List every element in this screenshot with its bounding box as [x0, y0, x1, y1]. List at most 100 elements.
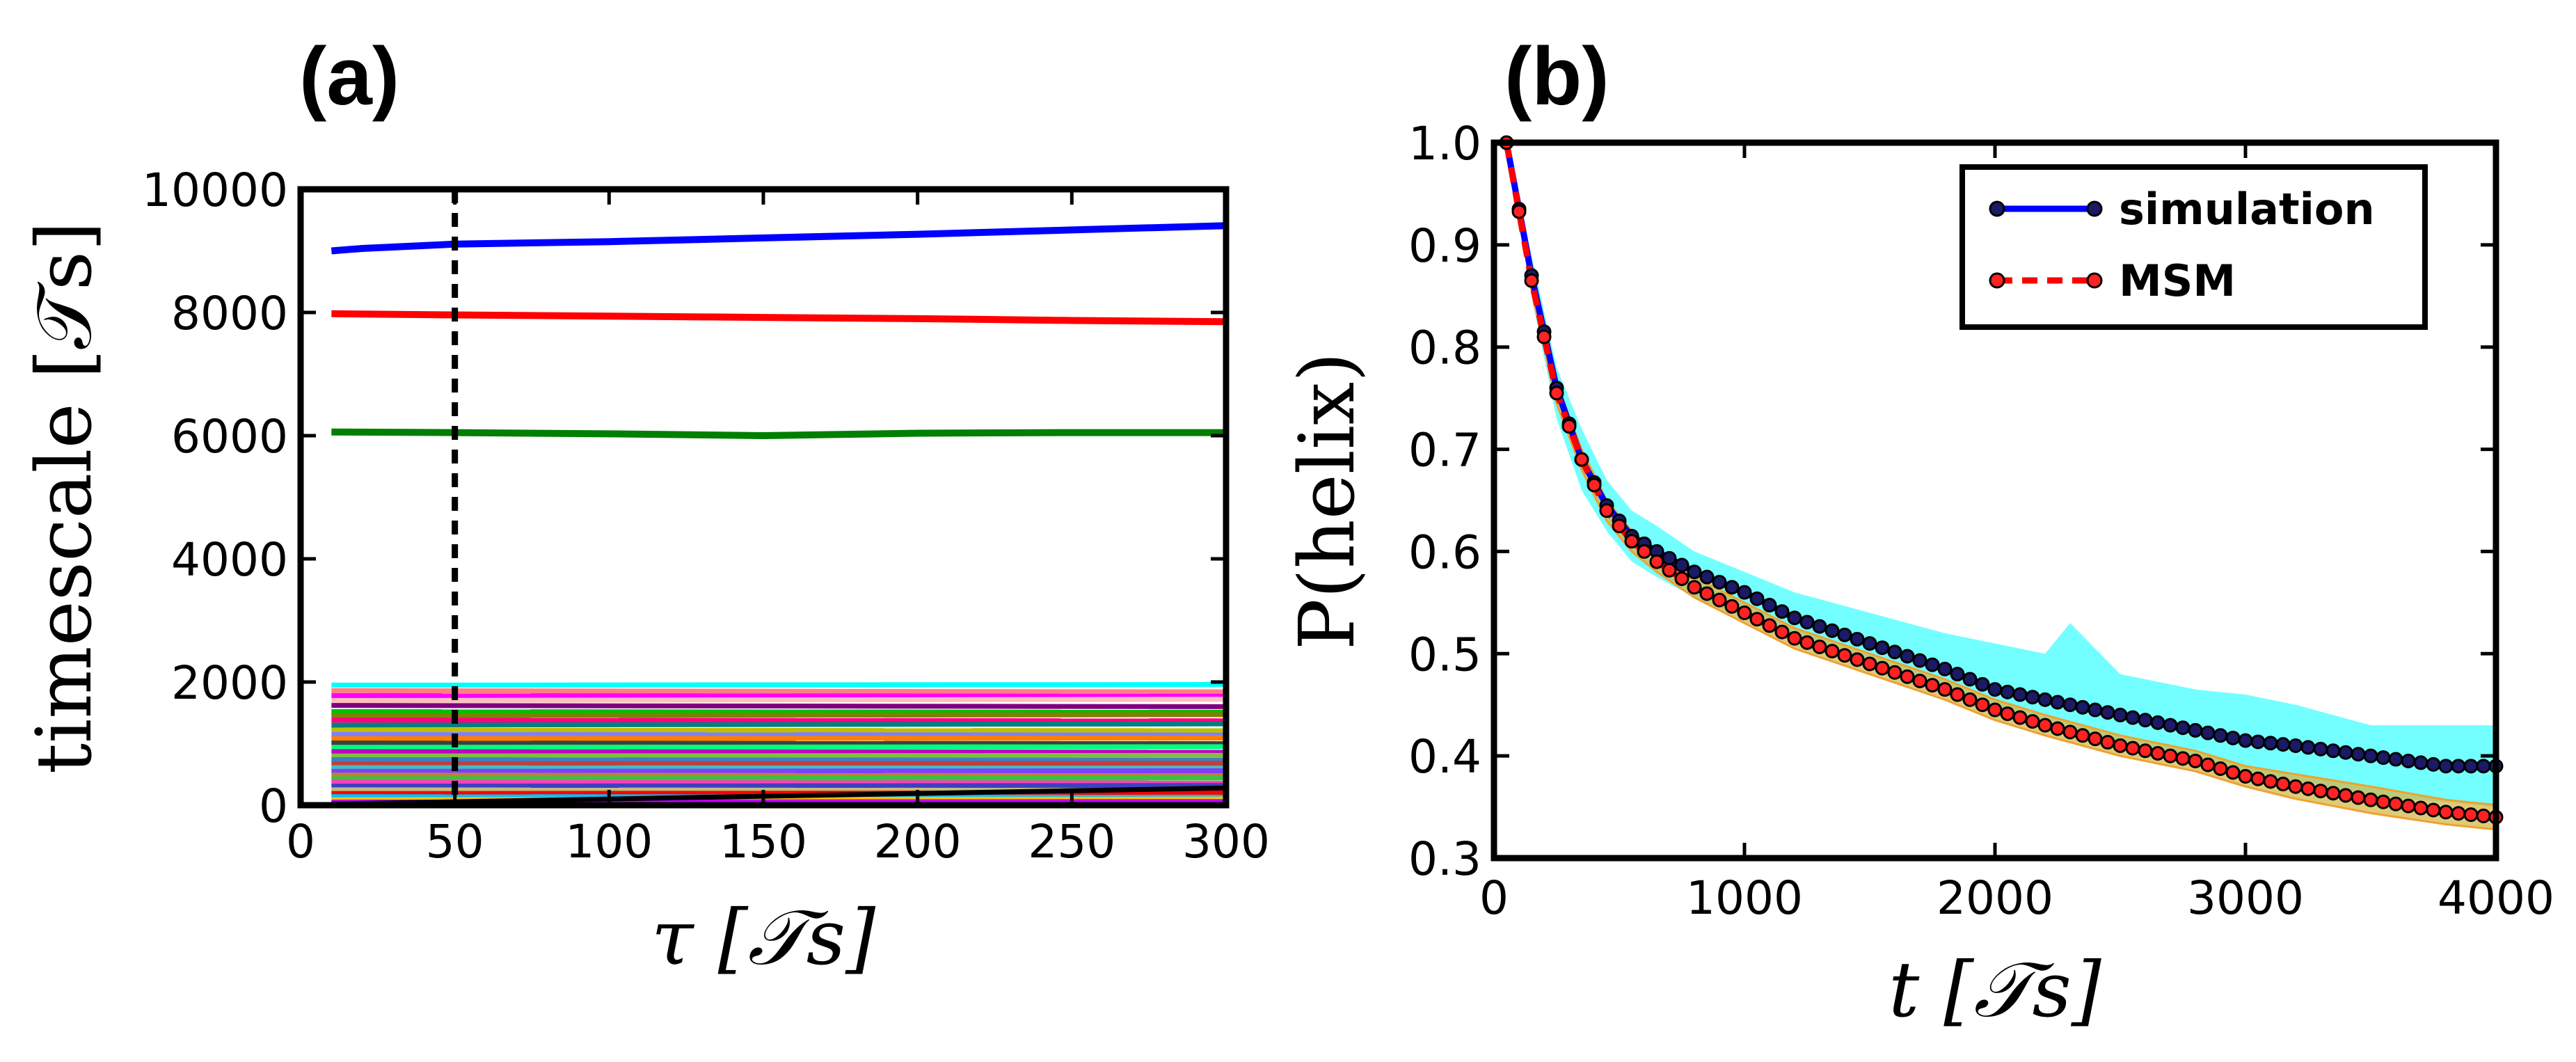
panel-b-msm-marker: [2075, 728, 2090, 743]
panel-b-msm-marker: [1724, 599, 1740, 614]
panel-a-x-tick-label: 50: [426, 815, 484, 869]
panel-b-y-tick-label: 0.4: [1408, 730, 1481, 784]
panel-a-fast-timescale-line: [331, 727, 1227, 734]
panel-b-simulation-marker: [2325, 743, 2341, 759]
panel-b-simulation-marker: [2100, 705, 2115, 720]
panel-b-msm-marker: [1699, 586, 1715, 601]
panel-a-fast-timescale-line: [331, 712, 1227, 719]
panel-b-simulation-marker: [2175, 720, 2191, 736]
panel-b-simulation-marker: [1799, 615, 1815, 630]
panel-b-msm-marker: [1649, 554, 1664, 569]
panel-b-simulation-marker: [2138, 713, 2153, 728]
panel-b-msm-marker: [1799, 635, 1815, 650]
panel-b-simulation-marker: [1925, 657, 1940, 672]
panel-b-msm-marker: [2463, 807, 2479, 823]
panel-b-msm-marker: [1587, 477, 1602, 493]
panel-b-msm-marker: [1987, 702, 2003, 718]
panel-b-simulation-marker: [2438, 759, 2454, 774]
panel-b-msm-marker: [2451, 806, 2466, 821]
panel-b-msm-marker: [1787, 631, 1802, 646]
panel-a-y-tick-label: 0: [259, 779, 288, 833]
panel-b-msm-marker: [2225, 765, 2241, 780]
panel-b-simulation-marker: [2037, 692, 2053, 707]
panel-b-y-tick-label: 0.8: [1408, 322, 1481, 375]
panel-b-simulation-marker: [1812, 619, 1827, 634]
panel-b-msm-marker: [2300, 781, 2316, 796]
panel-b-msm-marker: [2325, 786, 2341, 801]
panel-b-msm-marker: [1962, 692, 1978, 707]
panel-b-simulation-marker: [1737, 585, 1752, 600]
panel-a-fast-timescale-line: [331, 772, 1227, 779]
panel-b-simulation-marker: [1887, 644, 1902, 660]
panel-b-msm-marker: [2012, 710, 2028, 725]
panel-b-simulation-marker: [2250, 734, 2266, 750]
panel-b-msm-marker: [1524, 273, 1539, 288]
panel-b-simulation-marker: [1724, 580, 1740, 595]
panel-a-x-tick-label: 250: [1028, 815, 1115, 869]
panel-a-x-tick-label: 100: [565, 815, 653, 869]
panel-b-simulation-marker: [2200, 725, 2216, 740]
panel-b-msm-marker: [2288, 779, 2303, 794]
panel-b-simulation-marker: [1950, 667, 1965, 682]
panel-a-fast-timescale-line: [331, 708, 1227, 715]
panel-b-msm-marker: [2025, 714, 2040, 729]
panel-a-x-tick-label: 300: [1182, 815, 1270, 869]
panel-a: (a) 0 50 100 150 200 250 300 0 2000 4000 6000 8000…: [19, 31, 1270, 982]
panel-a-fast-timescale-line: [331, 697, 1227, 704]
panel-b-msm-marker: [2150, 745, 2165, 761]
panel-b-msm-marker: [2213, 761, 2228, 776]
panel-b-simulation-marker: [1824, 623, 1840, 638]
panel-a-fast-timescale-line: [331, 761, 1227, 767]
panel-b-msm-marker: [1912, 673, 1927, 688]
panel-b-simulation-marker: [1962, 672, 1978, 687]
panel-b-msm-marker: [2163, 748, 2178, 763]
panel-b-simulation-marker: [2213, 728, 2228, 743]
panel-b-msm-marker: [1624, 534, 1639, 549]
panel-a-y-tick-label: 2000: [171, 656, 288, 710]
panel-b-msm-marker: [1837, 648, 1852, 663]
panel-b-x-tick-label: 4000: [2438, 871, 2554, 925]
panel-b-msm-marker: [2426, 802, 2441, 818]
panel-b-x-tick-label: 3000: [2187, 871, 2304, 925]
panel-b-y-tick-label: 0.6: [1408, 525, 1481, 579]
panel-a-x-ticks: 0 50 100 150 200 250 300: [286, 189, 1270, 869]
panel-a-fast-timescale-line: [331, 752, 1227, 759]
panel-a-x-tick-label: 200: [874, 815, 962, 869]
panel-a-x-tick-label: 150: [719, 815, 807, 869]
panel-b-simulation-marker: [1699, 569, 1715, 585]
panel-b-msm-marker: [1599, 503, 1614, 518]
panel-b-msm-marker: [1937, 682, 1953, 697]
panel-a-y-tick-label: 4000: [171, 533, 288, 587]
panel-b-simulation-marker: [1937, 661, 1953, 676]
panel-b-simulation-marker: [1912, 653, 1927, 668]
panel-b-simulation-marker: [2150, 715, 2165, 730]
panel-b-simulation-marker: [2288, 738, 2303, 753]
panel-b-simulation-marker: [2075, 699, 2090, 715]
panel-b-msm-marker: [2376, 794, 2391, 809]
panel-b-simulation-marker: [2275, 737, 2291, 752]
panel-a-y-axis-label: timescale [𝒯s]: [19, 221, 109, 774]
panel-b-simulation-marker: [2062, 697, 2078, 713]
panel-b-y-tick-label: 0.3: [1408, 832, 1481, 886]
panel-a-fast-timescale-line: [331, 779, 1227, 786]
panel-a-x-tick-label: 0: [286, 815, 315, 869]
panel-b-simulation-marker: [2426, 756, 2441, 772]
panel-b-x-tick-label: 0: [1479, 871, 1509, 925]
panel-b-simulation-marker: [2388, 752, 2403, 767]
panel-b-simulation-marker: [2225, 730, 2241, 745]
panel-b-simulation-marker: [2113, 707, 2128, 722]
panel-b-simulation-marker: [2025, 690, 2040, 705]
panel-b-msm-marker: [2113, 738, 2128, 753]
panel-b-simulation-marker: [1774, 604, 1790, 619]
panel-b-legend: simulation MSM: [1959, 164, 2428, 330]
panel-b-simulation-marker: [1862, 636, 1877, 651]
panel-b-simulation-marker: [1762, 598, 1777, 613]
panel-b-msm-marker: [1850, 652, 1865, 667]
panel-b-msm-marker: [1612, 518, 1627, 534]
panel-b-simulation-marker: [2012, 687, 2028, 702]
panel-b-msm-marker: [2200, 757, 2216, 772]
panel-b-msm-marker: [1549, 386, 1564, 401]
panel-b-simulation-marker: [2163, 718, 2178, 733]
panel-b-simulation-marker: [1662, 550, 1677, 566]
